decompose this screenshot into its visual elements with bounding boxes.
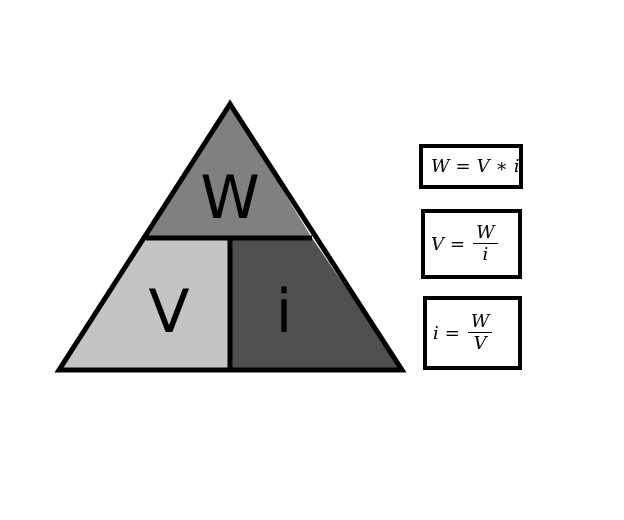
current-formula-lhs: i <box>433 322 439 344</box>
voltage-formula-fraction: W i <box>473 221 498 266</box>
power-formula-equals: = <box>455 156 471 177</box>
current-formula-fraction-bar <box>467 331 493 333</box>
triangle-left-section <box>59 238 230 370</box>
power-formula-lhs: W <box>431 156 450 177</box>
voltage-formula-lhs: V <box>431 233 444 255</box>
voltage-formula-box: V = W i <box>421 209 522 279</box>
power-formula-multiply: ∗ <box>495 156 508 177</box>
triangle-left-label: V <box>148 277 189 347</box>
current-formula-equals: = <box>444 322 460 344</box>
current-formula-box: i = W V <box>423 296 522 370</box>
voltage-formula-numerator: W <box>476 221 495 243</box>
power-formula-voltage: V <box>476 156 490 177</box>
triangle-right-section <box>230 238 402 370</box>
power-formula-box: W = V ∗ i <box>419 144 523 189</box>
power-formula-current: i <box>513 156 520 177</box>
current-formula-fraction: W V <box>467 310 493 355</box>
voltage-formula-equals: = <box>450 233 466 255</box>
triangle-right-label: i <box>276 277 293 347</box>
current-formula-numerator: W <box>470 310 490 332</box>
voltage-formula-fraction-bar <box>473 242 498 244</box>
triangle-top-label: W <box>200 163 259 233</box>
triangle-top-section <box>146 104 312 238</box>
voltage-formula-denominator: i <box>482 243 489 265</box>
current-formula-denominator: V <box>473 332 487 354</box>
